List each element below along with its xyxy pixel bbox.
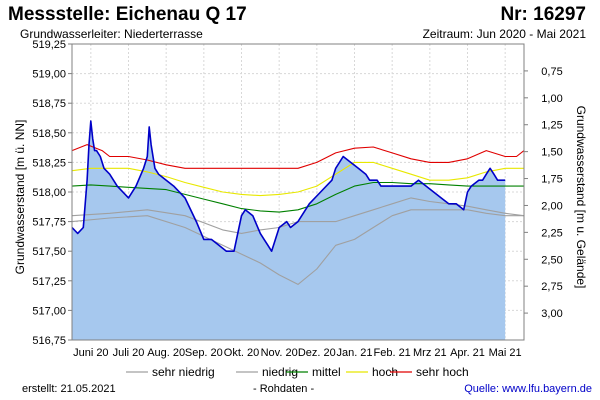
legend-label-high: hoch [372,365,398,379]
x-tick-label-3: Sep. 20 [185,347,223,359]
y-tick-label-6: 518,25 [32,157,66,169]
raw-data-note: - Rohdaten - [253,383,315,395]
y-tick-label-10: 519,25 [32,39,66,51]
y-axis-right: 0,75 1,00 1,25 1,50 1,75 2,00 2,25 2,50 2,75 3,00 [524,66,563,320]
x-tick-label-9: Mrz 21 [413,347,447,359]
y2-tick-label-8: 2,75 [541,281,562,293]
y-tick-label-0: 516,75 [32,335,66,347]
y2-tick-label-2: 1,25 [541,120,562,132]
series-line-high [71,161,524,197]
series-line-measured [71,120,506,252]
x-tick-label-0: Juni 20 [73,347,108,359]
series-line-very-high [71,144,525,169]
measured-area-fill [72,121,506,340]
y2-tick-label-5: 2,00 [541,200,562,212]
x-tick-label-4: Okt. 20 [224,347,259,359]
y-tick-label-4: 517,75 [32,217,66,229]
legend-label-very-high: sehr hoch [416,365,469,379]
x-tick-label-10: Apr. 21 [450,347,485,359]
legend-label-low: niedrig [262,365,298,379]
y2-tick-label-0: 0,75 [541,66,562,78]
y-tick-label-9: 519,00 [32,69,66,81]
y-tick-label-5: 518,00 [32,187,66,199]
series-lines [71,120,525,285]
y2-tick-label-3: 1,50 [541,147,562,159]
y-tick-label-7: 518,50 [32,128,66,140]
y2-tick-label-4: 1,75 [541,174,562,186]
legend-label-mean: mittel [312,365,341,379]
station-number: Nr: 16297 [500,4,586,25]
y2-axis-label: Grundwasserstand [m u. Gelände] [574,106,588,289]
y-tick-label-2: 517,25 [32,276,66,288]
legend: sehr niedrig niedrig mittel hoch sehr hoch [126,365,469,379]
period-label: Zeitraum: Jun 2020 - Mai 2021 [422,27,586,41]
x-tick-label-7: Jan. 21 [336,347,372,359]
y-tick-label-3: 517,50 [32,246,66,258]
y2-tick-label-9: 3,00 [541,308,562,320]
x-tick-label-1: Juli 20 [113,347,145,359]
series-line-low [71,197,525,234]
x-tick-label-11: Mai 21 [489,347,522,359]
page-title: Messstelle: Eichenau Q 17 [8,4,247,25]
series-line-mean [71,181,524,213]
x-tick-label-5: Nov. 20 [261,347,298,359]
legend-label-very-low: sehr niedrig [152,365,215,379]
x-tick-label-2: Aug. 20 [147,347,185,359]
source-link[interactable]: Quelle: www.lfu.bayern.de [464,383,592,395]
y-axis-left: 516,75 517,00 517,25 517,50 517,75 518,00 518,… [32,39,72,347]
y-tick-label-8: 518,75 [32,98,66,110]
y-axis-label: Grundwasserstand [m ü. NN] [13,120,27,275]
x-axis: Juni 20 Juli 20 Aug. 20 Sep. 20 Okt. 20 Nov. … [73,347,522,359]
y2-tick-label-7: 2,50 [541,254,562,266]
y2-tick-label-6: 2,25 [541,227,562,239]
aquifer-label: Grundwasserleiter: Niederterrasse [20,27,203,41]
x-tick-label-8: Feb. 21 [374,347,411,359]
y-tick-label-1: 517,00 [32,305,66,317]
x-tick-label-6: Dez. 20 [298,347,336,359]
y2-tick-label-1: 1,00 [541,93,562,105]
created-date: erstellt: 21.05.2021 [22,383,116,395]
